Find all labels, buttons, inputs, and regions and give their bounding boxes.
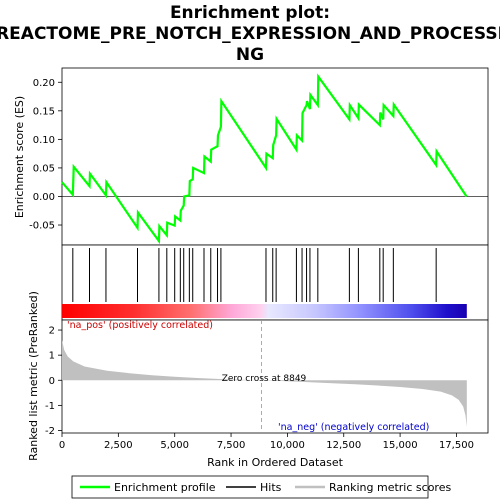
hits-marks [72, 248, 437, 302]
rank-ytick-label: -1 [45, 401, 55, 412]
rank-ytick-label: 0 [49, 376, 55, 387]
ranking-heat-bar [62, 304, 467, 318]
es-panel-ticks: -0.05 0.00 0.05 0.10 0.15 0.20 [29, 78, 62, 232]
x-tick-label: 17,500 [439, 440, 474, 451]
x-tick-label: 10,000 [270, 440, 305, 451]
x-tick-label: 7,500 [217, 440, 246, 451]
x-tick-label: 2,500 [104, 440, 133, 451]
es-ytick-label: 0.20 [33, 78, 55, 89]
es-ytick-label: 0.15 [33, 106, 55, 117]
legend-enrichment-label: Enrichment profile [114, 481, 216, 494]
x-tick-label: 5,000 [160, 440, 189, 451]
rank-ytick-label: 2 [49, 326, 55, 337]
legend-hits-label: Hits [260, 481, 282, 494]
rank-ytick-label: -2 [45, 426, 55, 437]
x-axis-ticks: 0 2,500 5,000 7,500 10,000 12,500 15,000 17,500 [59, 433, 474, 451]
x-tick-label: 0 [59, 440, 65, 451]
x-tick-label: 12,500 [326, 440, 361, 451]
rank-ytick-label: 1 [49, 351, 55, 362]
chart-title-line-2: REACTOME_PRE_NOTCH_EXPRESSION_AND_PROCES… [0, 24, 500, 44]
enrichment-profile-line [61, 73, 468, 245]
es-ytick-label: 0.05 [33, 163, 55, 174]
es-ytick-label: 0.00 [33, 192, 55, 203]
zero-cross-label: Zero cross at 8849 [222, 374, 307, 384]
x-tick-label: 15,000 [383, 440, 418, 451]
es-ytick-label: 0.10 [33, 135, 55, 146]
pos-label: 'na_pos' (positively correlated) [67, 320, 213, 331]
es-ytick-label: -0.05 [29, 221, 55, 232]
ranking-metric-area [62, 340, 467, 427]
x-axis-label: Rank in Ordered Dataset [207, 456, 344, 469]
es-ylabel: Enrichment score (ES) [13, 96, 26, 218]
legend-ranking-label: Ranking metric scores [329, 481, 451, 494]
neg-label: 'na_neg' (negatively correlated) [278, 422, 429, 433]
chart-title-line-1: Enrichment plot: [170, 3, 330, 23]
rank-panel-ticks: -2 -1 0 1 2 [45, 326, 62, 437]
es-panel-frame [61, 67, 489, 246]
chart-title-line-3: NG [236, 45, 264, 65]
rank-ylabel: Ranked list metric (PreRanked) [27, 291, 40, 461]
